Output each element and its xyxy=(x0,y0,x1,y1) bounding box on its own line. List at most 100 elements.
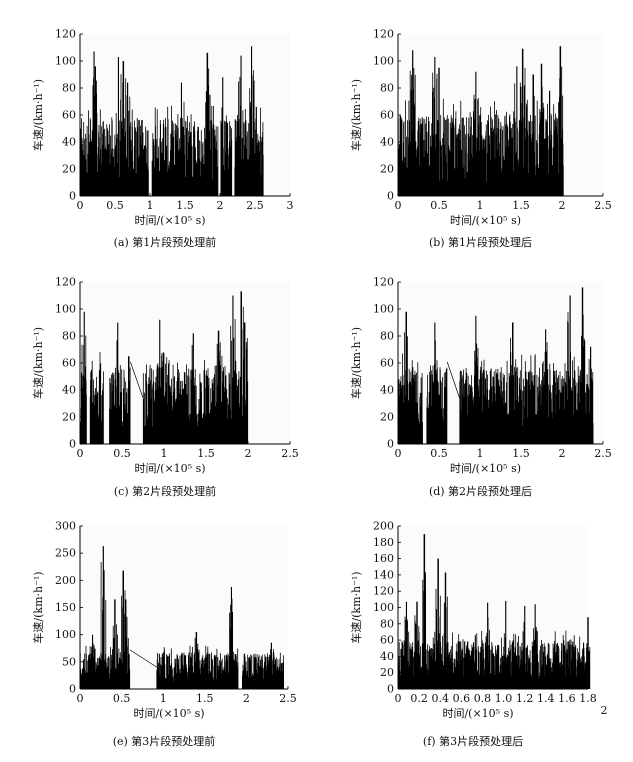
y-tick-label: 120 xyxy=(55,276,76,289)
y-tick-label: 120 xyxy=(373,585,394,598)
y-tick-label: 200 xyxy=(373,520,394,533)
y-tick-label: 120 xyxy=(373,276,394,289)
chart-caption: (c) 第2片段预处理前 xyxy=(114,484,216,498)
y-tick-label: 100 xyxy=(373,303,394,316)
x-tick-label: 2.5 xyxy=(594,199,612,212)
y-tick-label: 60 xyxy=(380,634,394,647)
gap-connector xyxy=(446,361,460,398)
y-tick-label: 100 xyxy=(55,628,76,641)
x-tick-label: 1.5 xyxy=(196,692,214,705)
x-tick-label: 2.5 xyxy=(281,447,299,460)
y-tick-label: 100 xyxy=(373,55,394,68)
x-tick-label: 1.5 xyxy=(512,447,530,460)
y-axis-title: 车速/(km·h⁻¹) xyxy=(349,79,363,151)
x-axis-title: 时间/(×10⁵ s) xyxy=(133,707,204,720)
x-axis-title: 时间/(×10⁵ s) xyxy=(134,214,205,227)
x-tick-label: 1 xyxy=(147,199,154,212)
y-axis-title: 车速/(km·h⁻¹) xyxy=(31,79,45,151)
y-tick-label: 0 xyxy=(387,438,394,451)
y-tick-label: 0 xyxy=(387,683,394,696)
y-tick-label: 100 xyxy=(373,601,394,614)
x-tick-label: 0 xyxy=(395,199,402,212)
chart-panel-b: 0 20 40 60 80 100 120 0 0.5 1 1.5 2 2.5 时间/(×10⁵ s) 车速… xyxy=(349,28,612,250)
y-tick-label: 0 xyxy=(387,190,394,203)
chart-panel-d: 0 20 40 60 80 100 120 0 0.5 1 1.5 2 2.5 时间/(×10⁵ s) 车速… xyxy=(349,276,612,499)
y-tick-label: 60 xyxy=(62,357,76,370)
y-tick-label: 150 xyxy=(55,601,76,614)
y-tick-label: 50 xyxy=(62,655,76,668)
x-tick-label: 2 xyxy=(245,447,252,460)
gap-connector xyxy=(129,649,157,668)
x-tick-label: 0 xyxy=(77,447,84,460)
x-tick-label: 2 xyxy=(559,447,566,460)
y-tick-label: 40 xyxy=(62,384,76,397)
chart-panel-a: 0 20 40 60 80 100 120 0 0.5 1 1.5 2 2.5 3 时间/(×10⁵ s) 车… xyxy=(31,28,294,250)
y-tick-label: 40 xyxy=(62,136,76,149)
x-tick-label: 0.2 xyxy=(410,692,428,705)
x-tick-label: 0.5 xyxy=(106,199,124,212)
x-tick-label-extra: 2 xyxy=(601,704,608,717)
x-tick-label: 2 xyxy=(559,199,566,212)
y-tick-label: 120 xyxy=(373,28,394,41)
y-tick-label: 60 xyxy=(62,109,76,122)
x-tick-label: 0 xyxy=(395,692,402,705)
x-tick-label: 1 xyxy=(477,447,484,460)
chart-caption: (f) 第3片段预处理后 xyxy=(423,734,523,748)
y-tick-label: 20 xyxy=(62,163,76,176)
x-axis-title: 时间/(×10⁵ s) xyxy=(134,462,205,475)
x-tick-label: 0.5 xyxy=(113,692,131,705)
x-tick-label: 0 xyxy=(395,447,402,460)
x-tick-label: 3 xyxy=(287,199,294,212)
chart-caption: (e) 第3片段预处理前 xyxy=(113,734,216,748)
chart-panel-c: 0 20 40 60 80 100 120 0 0.5 1 1.5 2 2.5 时间/(×10⁵ s) 车速… xyxy=(31,276,299,499)
y-tick-label: 140 xyxy=(373,568,394,581)
x-axis-title: 时间/(×10⁵ s) xyxy=(450,462,521,475)
x-tick-label: 0.5 xyxy=(430,199,448,212)
x-tick-label: 1.2 xyxy=(516,692,534,705)
x-axis-title: 时间/(×10⁵ s) xyxy=(442,707,513,720)
x-tick-label: 1.8 xyxy=(579,692,597,705)
y-tick-label: 60 xyxy=(380,357,394,370)
x-tick-label: 1.5 xyxy=(512,199,530,212)
gap-connector xyxy=(130,361,144,398)
y-tick-label: 80 xyxy=(380,82,394,95)
y-tick-label: 20 xyxy=(380,163,394,176)
y-tick-label: 40 xyxy=(380,136,394,149)
y-tick-label: 180 xyxy=(373,536,394,549)
x-tick-label: 1.5 xyxy=(197,447,215,460)
x-tick-label: 1.5 xyxy=(176,199,194,212)
x-tick-label: 1 xyxy=(160,692,167,705)
y-tick-label: 100 xyxy=(55,303,76,316)
y-axis-title: 车速/(km·h⁻¹) xyxy=(349,327,363,399)
chart-caption: (a) 第1片段预处理前 xyxy=(114,235,217,249)
y-tick-label: 40 xyxy=(380,384,394,397)
x-tick-label: 2.5 xyxy=(246,199,264,212)
x-tick-label: 0 xyxy=(77,692,84,705)
x-tick-label: 0.4 xyxy=(431,692,449,705)
x-tick-label: 2.5 xyxy=(594,447,612,460)
x-tick-label: 1.0 xyxy=(495,692,513,705)
y-tick-label: 80 xyxy=(380,617,394,630)
x-tick-label: 1.4 xyxy=(537,692,555,705)
y-tick-label: 80 xyxy=(380,330,394,343)
x-tick-label: 1.6 xyxy=(558,692,576,705)
x-tick-label: 0 xyxy=(77,199,84,212)
x-tick-label: 0.6 xyxy=(453,692,471,705)
x-tick-label: 1 xyxy=(477,199,484,212)
y-tick-label: 0 xyxy=(69,190,76,203)
y-tick-label: 80 xyxy=(62,82,76,95)
y-tick-label: 0 xyxy=(69,683,76,696)
y-tick-label: 160 xyxy=(373,552,394,565)
y-tick-label: 120 xyxy=(55,28,76,41)
x-tick-label: 0.5 xyxy=(430,447,448,460)
y-tick-label: 20 xyxy=(380,411,394,424)
y-tick-label: 20 xyxy=(380,666,394,679)
x-tick-label: 2.5 xyxy=(279,692,297,705)
chart-caption: (d) 第2片段预处理后 xyxy=(429,484,532,498)
y-axis-title: 车速/(km·h⁻¹) xyxy=(31,327,45,399)
y-tick-label: 0 xyxy=(69,438,76,451)
x-tick-label: 2 xyxy=(243,692,250,705)
y-tick-label: 200 xyxy=(55,574,76,587)
